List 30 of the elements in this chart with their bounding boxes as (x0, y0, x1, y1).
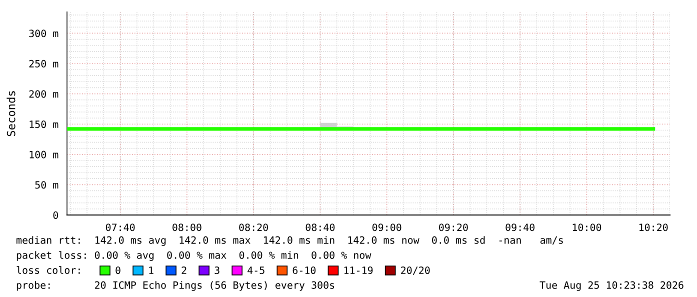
x-tick-label: 08:40 (306, 224, 335, 232)
legend-label: 20/20 (401, 266, 430, 275)
x-tick-label: 09:40 (506, 224, 534, 232)
legend-label: 4-5 (248, 266, 264, 274)
text: Tue Aug 25 10:23:38 2026 (540, 281, 684, 291)
legend-title: loss color: (16, 266, 80, 274)
legend-label: 0 (116, 266, 120, 274)
y-tick-label: 200 m (29, 90, 58, 98)
legend-label: 1 (149, 266, 154, 274)
y-tick-label: 300 m (29, 30, 58, 38)
x-tick-label: 08:20 (239, 224, 268, 232)
text: probe: 20 ICMP Echo Pings (56 Bytes) every 300s (16, 281, 334, 291)
text: median rtt: 142.0 ms avg 142.0 ms max 142.0 ms min 142.0 ms now 0.0 ms sd -nan am/s (16, 236, 563, 246)
x-tick-label: 07:40 (106, 224, 135, 232)
x-tick-label: 09:00 (372, 224, 402, 232)
legend-label: 3 (214, 266, 220, 274)
legend-label: 2 (182, 266, 186, 274)
x-tick-label: 09:20 (439, 224, 468, 232)
x-tick-label: 10:00 (572, 224, 602, 232)
legend-label: 6-10 (292, 266, 316, 274)
legend-label: 11-19 (344, 266, 373, 274)
y-axis-title: Seconds (6, 91, 16, 136)
y-tick-label: 250 m (29, 60, 58, 68)
y-tick-label: 0 (53, 211, 58, 219)
x-tick-label: 10:20 (639, 224, 668, 232)
x-tick-label: 08:00 (172, 224, 202, 232)
y-tick-label: 150 m (30, 120, 58, 128)
y-tick-label: 50 m (35, 181, 58, 189)
y-tick-label: 100 m (30, 150, 58, 158)
text: packet loss: 0.00 % avg 0.00 % max 0.00 % min 0.00 % now (16, 251, 372, 261)
